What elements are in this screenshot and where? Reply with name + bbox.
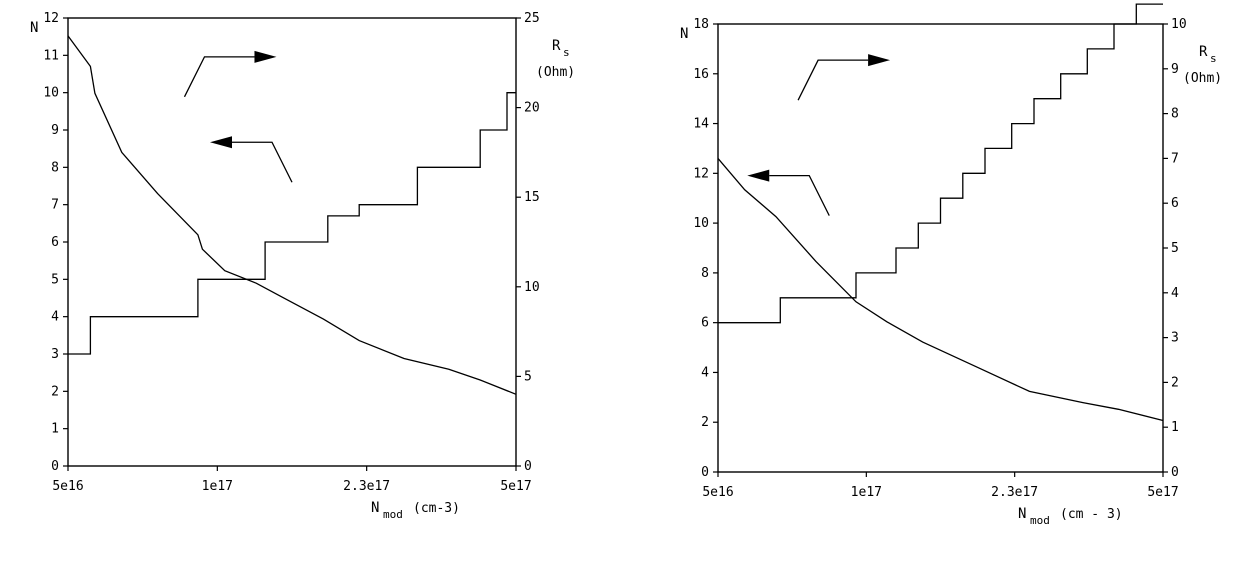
x-tick-label: 1e17	[202, 479, 233, 494]
y-left-tick-label: 10	[43, 86, 59, 101]
y-left-tick-label: 16	[693, 67, 709, 82]
arrow-left-icon	[747, 169, 770, 182]
y-right-tick-label: 6	[1171, 196, 1179, 211]
x-tick-label: 5e17	[500, 479, 531, 494]
x-axis-label-sub: mod	[1030, 514, 1050, 527]
x-tick-label: 5e17	[1147, 485, 1178, 500]
y-left-tick-label: 3	[51, 347, 59, 362]
y-right-tick-label: 2	[1171, 375, 1179, 390]
x-axis-unit: (cm - 3)	[1060, 507, 1123, 522]
annotation-leader	[232, 141, 293, 183]
y-left-tick-label: 2	[51, 384, 59, 399]
x-tick-label: 2.3e17	[343, 479, 390, 494]
x-tick-label: 5e16	[52, 479, 83, 494]
series-n-step-line	[718, 3, 1163, 324]
y-right-tick-label: 10	[524, 280, 540, 295]
y-left-tick-label: 12	[693, 166, 709, 181]
x-axis-label: N	[371, 500, 379, 516]
y-left-tick-label: 0	[51, 459, 59, 474]
y-right-tick-label: 15	[524, 190, 540, 205]
x-tick-label: 2.3e17	[991, 485, 1038, 500]
y-right-tick-label: 10	[1171, 17, 1187, 32]
y-right-tick-label: 7	[1171, 151, 1179, 166]
x-tick-label: 1e17	[851, 485, 882, 500]
annotation-leader	[183, 56, 255, 98]
y-left-tick-label: 11	[43, 48, 59, 63]
y-left-axis-label: N	[30, 20, 38, 36]
arrow-left-icon	[210, 136, 232, 149]
y-right-axis-unit: (Ohm)	[536, 65, 575, 80]
y-right-tick-label: 8	[1171, 107, 1179, 122]
y-left-tick-label: 10	[693, 216, 709, 231]
y-right-axis-unit: (Ohm)	[1183, 71, 1222, 86]
y-right-tick-label: 1	[1171, 420, 1179, 435]
y-right-axis-label: R	[1199, 44, 1208, 60]
y-left-tick-label: 8	[51, 160, 59, 175]
series-rs-line	[67, 35, 517, 395]
x-axis-label: N	[1018, 506, 1026, 522]
y-left-tick-label: 4	[51, 310, 59, 325]
y-right-tick-label: 9	[1171, 62, 1179, 77]
y-right-tick-label: 0	[524, 459, 532, 474]
arrow-right-icon	[254, 50, 277, 63]
y-left-tick-label: 4	[701, 365, 709, 380]
y-right-tick-label: 4	[1171, 286, 1179, 301]
y-right-axis-label-sub: s	[563, 46, 570, 59]
y-right-tick-label: 0	[1171, 465, 1179, 480]
series-n-step-line	[68, 92, 516, 355]
y-right-tick-label: 20	[524, 101, 540, 116]
y-left-tick-label: 14	[693, 117, 709, 132]
y-left-tick-label: 6	[701, 316, 709, 331]
arrow-right-icon	[868, 54, 891, 67]
y-right-tick-label: 5	[524, 369, 532, 384]
y-left-axis-label: N	[680, 26, 688, 42]
y-right-tick-label: 25	[524, 11, 540, 26]
y-left-tick-label: 7	[51, 198, 59, 213]
y-left-tick-label: 18	[693, 17, 709, 32]
y-right-axis-label: R	[552, 38, 561, 54]
y-left-tick-label: 6	[51, 235, 59, 250]
y-left-tick-label: 12	[43, 11, 59, 26]
y-left-tick-label: 9	[51, 123, 59, 138]
x-axis-label-sub: mod	[383, 508, 403, 521]
y-left-tick-label: 0	[701, 465, 709, 480]
annotation-leader	[797, 59, 869, 101]
y-right-axis-label-sub: s	[1210, 52, 1217, 65]
y-right-tick-label: 5	[1171, 241, 1179, 256]
annotation-leader	[769, 174, 830, 216]
y-left-tick-label: 8	[701, 266, 709, 281]
y-right-tick-label: 3	[1171, 331, 1179, 346]
x-tick-label: 5e16	[702, 485, 733, 500]
y-left-tick-label: 1	[51, 422, 59, 437]
y-left-tick-label: 5	[51, 272, 59, 287]
x-axis-unit: (cm-3)	[413, 501, 460, 516]
y-left-tick-label: 2	[701, 415, 709, 430]
series-rs-line	[717, 157, 1164, 422]
